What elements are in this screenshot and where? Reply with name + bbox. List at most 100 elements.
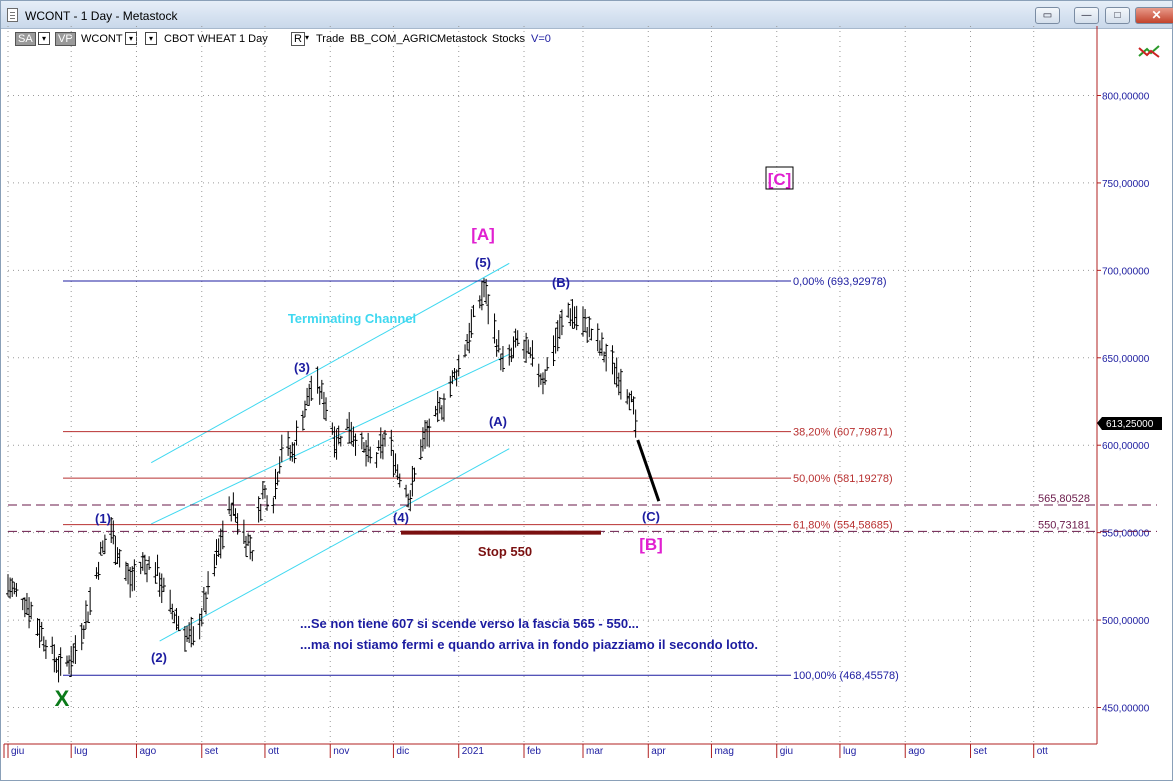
- window-title: WCONT - 1 Day - Metastock: [25, 9, 178, 23]
- ohlc-bar: [486, 294, 491, 325]
- ohlc-bar: [161, 577, 166, 592]
- ohlc-bar: [597, 340, 602, 356]
- projected-c-leg: [636, 439, 661, 502]
- ohlc-bar: [595, 323, 600, 352]
- ohlc-bar: [435, 390, 440, 423]
- ohlc-bar: [138, 561, 143, 575]
- ohlc-bar: [233, 508, 238, 522]
- wave-label-3: (3): [294, 360, 310, 375]
- sa-dropdown-icon[interactable]: ▾: [38, 32, 50, 45]
- symbol-dropdown-icon[interactable]: ▾: [125, 32, 137, 45]
- channel-line: [151, 353, 510, 525]
- category-label: Stocks: [492, 33, 526, 45]
- x-tick-label: feb: [527, 746, 541, 757]
- close-button[interactable]: ✕: [1135, 7, 1173, 24]
- ohlc-bar: [69, 646, 74, 678]
- ohlc-bar: [37, 618, 42, 648]
- ohlc-bar: [471, 304, 476, 318]
- wave-label-small-b: (B): [552, 275, 570, 290]
- note-line-1: ...Se non tiene 607 si scende verso la f…: [300, 616, 639, 631]
- ohlc-bar: [212, 553, 217, 577]
- ohlc-bar: [467, 322, 472, 354]
- sa-button[interactable]: SA: [15, 32, 36, 46]
- ohlc-bar: [585, 327, 590, 343]
- ohlc-bar: [153, 562, 158, 584]
- ohlc-bar: [305, 387, 310, 406]
- ohlc-bar: [170, 603, 175, 620]
- ohlc-bar: [79, 623, 84, 651]
- ohlc-bar: [96, 561, 101, 580]
- ohlc-bar: [391, 449, 396, 478]
- vp-button[interactable]: VP: [55, 32, 76, 46]
- r-button[interactable]: R: [291, 32, 305, 46]
- x-tick-label: apr: [651, 746, 666, 757]
- security-name: CBOT WHEAT: [164, 33, 237, 45]
- ohlc-bar: [43, 639, 48, 659]
- ohlc-bar: [631, 396, 636, 415]
- ohlc-bar: [243, 535, 248, 558]
- ohlc-bar: [157, 572, 162, 597]
- ohlc-bar: [248, 534, 253, 560]
- period-label[interactable]: 1 Day: [239, 33, 268, 45]
- ohlc-bar: [612, 362, 617, 385]
- r-dropdown-icon[interactable]: ▾: [304, 33, 309, 42]
- ohlc-bar: [185, 625, 190, 643]
- symbol-label[interactable]: WCONT: [81, 33, 123, 45]
- y-tick-label: 550,00000: [1102, 529, 1150, 540]
- wave-label-big-a: [A]: [471, 225, 495, 244]
- ohlc-bar: [172, 612, 177, 624]
- ohlc-bar: [351, 426, 356, 447]
- ohlc-bar: [376, 440, 381, 451]
- ohlc-bar: [58, 647, 63, 676]
- ohlc-bar: [52, 644, 57, 673]
- ohlc-bar: [633, 409, 638, 438]
- ohlc-bar: [364, 440, 369, 467]
- ohlc-bar: [130, 566, 135, 592]
- ohlc-bar: [201, 586, 206, 611]
- fib-level-label: 61,80% (554,58685): [793, 520, 893, 532]
- wave-label-5: (5): [475, 255, 491, 270]
- ohlc-bar: [20, 598, 25, 611]
- ohlc-bar: [452, 368, 457, 379]
- ohlc-bar: [39, 621, 44, 641]
- ohlc-bar: [115, 547, 120, 565]
- x-tick-label: lug: [74, 746, 87, 757]
- ohlc-bar: [423, 420, 428, 449]
- wave-label-2: (2): [151, 650, 167, 665]
- ohlc-bar: [109, 516, 114, 543]
- y-tick-label: 600,00000: [1102, 441, 1150, 452]
- ohlc-bar: [197, 613, 202, 640]
- ohlc-bar: [300, 410, 305, 431]
- trend-arrows-icon[interactable]: [1137, 43, 1161, 59]
- y-tick-label: 500,00000: [1102, 616, 1150, 627]
- minimize-button[interactable]: —: [1074, 7, 1099, 24]
- restore-down-button[interactable]: ▭: [1035, 7, 1060, 24]
- ohlc-bar: [496, 330, 501, 353]
- ohlc-bar: [8, 577, 13, 599]
- ohlc-bar: [469, 309, 474, 338]
- ohlc-bar: [536, 363, 541, 388]
- x-tick-label: giu: [11, 746, 24, 757]
- ohlc-bar: [366, 432, 371, 463]
- price-bars: [6, 278, 638, 683]
- ohlc-bar: [241, 519, 246, 545]
- ohlc-bar: [530, 340, 535, 367]
- ohlc-bar: [324, 397, 329, 422]
- ohlc-bar: [286, 431, 291, 456]
- ohlc-bar: [410, 465, 415, 497]
- ohlc-bar: [123, 561, 128, 581]
- interval-dropdown-icon[interactable]: ▾: [145, 32, 157, 45]
- ohlc-bar: [113, 536, 118, 566]
- maximize-button[interactable]: □: [1105, 7, 1130, 24]
- ohlc-bar: [155, 554, 160, 576]
- ohlc-bar: [359, 432, 364, 450]
- ohlc-bar: [132, 559, 137, 591]
- ohlc-bar: [583, 308, 588, 333]
- fib-level-label: 0,00% (693,92978): [793, 276, 887, 288]
- ohlc-bar: [494, 339, 499, 357]
- fib-level-label: 50,00% (581,19278): [793, 473, 893, 485]
- ohlc-bar: [277, 456, 282, 474]
- ohlc-bar: [235, 513, 240, 535]
- wave-label-small-c: (C): [642, 509, 660, 524]
